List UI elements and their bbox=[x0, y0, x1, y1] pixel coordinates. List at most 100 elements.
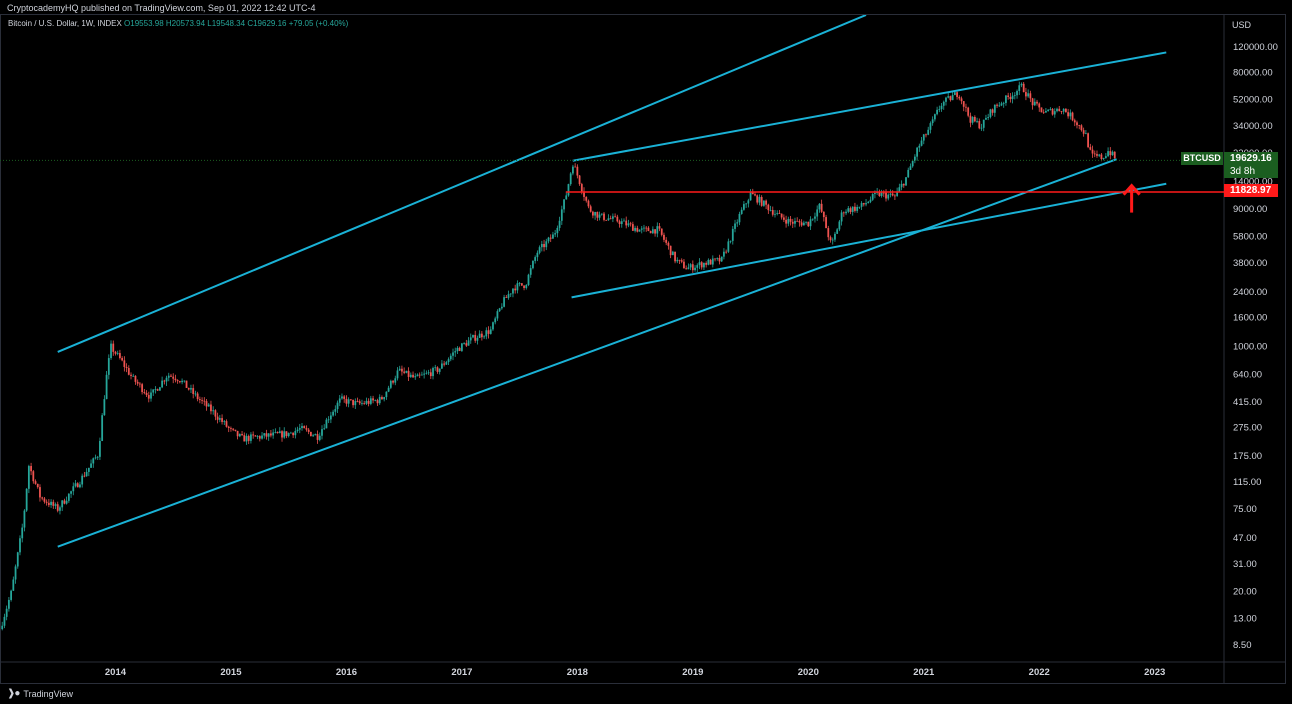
candle-body bbox=[487, 330, 490, 334]
candle-body bbox=[1020, 83, 1023, 86]
candle-body bbox=[447, 359, 450, 363]
candle-body bbox=[636, 227, 639, 232]
footer-brand[interactable]: ❱● TradingView bbox=[7, 688, 73, 699]
legend-close: C19629.16 bbox=[247, 19, 287, 28]
candle-body bbox=[678, 259, 681, 261]
y-tick-label: 20.00 bbox=[1233, 587, 1257, 598]
candle-body bbox=[305, 428, 308, 430]
candle-body bbox=[272, 432, 275, 436]
candle-body bbox=[25, 488, 28, 511]
candle-body bbox=[185, 380, 188, 388]
trendline bbox=[571, 182, 1167, 299]
candle-body bbox=[598, 214, 601, 218]
candle-body bbox=[227, 426, 230, 428]
candle-body bbox=[765, 200, 768, 205]
legend-symbol[interactable]: Bitcoin / U.S. Dollar, 1W, INDEX bbox=[8, 19, 122, 28]
candle-body bbox=[623, 220, 625, 222]
x-tick-label: 2023 bbox=[1144, 667, 1165, 678]
candle-body bbox=[532, 260, 534, 269]
candle-body bbox=[405, 370, 408, 373]
candle-body bbox=[616, 216, 619, 222]
candle-body bbox=[563, 199, 565, 210]
candle-body bbox=[669, 245, 672, 256]
candle-body bbox=[114, 351, 117, 354]
candle-body bbox=[740, 209, 743, 214]
candle-body bbox=[238, 434, 241, 437]
candle-body bbox=[418, 374, 421, 376]
candle-body bbox=[121, 357, 124, 361]
candle-body bbox=[301, 426, 303, 429]
candle-body bbox=[1082, 130, 1085, 134]
candle-body bbox=[940, 105, 943, 110]
candle-body bbox=[820, 203, 823, 212]
candle-body bbox=[691, 264, 694, 271]
candle-body bbox=[334, 409, 337, 412]
candle-body bbox=[223, 421, 226, 422]
candle-body bbox=[751, 192, 754, 195]
candle-body bbox=[345, 398, 348, 404]
candle-body bbox=[663, 234, 665, 240]
candle-body bbox=[931, 119, 934, 124]
candle-body bbox=[1036, 101, 1038, 104]
candle-body bbox=[529, 268, 532, 275]
candle-body bbox=[312, 435, 315, 437]
candle-body bbox=[680, 260, 683, 262]
candle-body bbox=[316, 434, 319, 440]
candle-body bbox=[198, 399, 201, 400]
last-price-badge: 19629.16 bbox=[1224, 152, 1278, 165]
y-tick-label: 115.00 bbox=[1233, 477, 1261, 488]
candle-body bbox=[427, 372, 430, 374]
candle-body bbox=[314, 434, 317, 436]
candle-body bbox=[776, 213, 779, 214]
candle-body bbox=[265, 433, 268, 437]
legend-change: +79.05 (+0.40%) bbox=[288, 19, 349, 28]
candle-body bbox=[363, 403, 366, 404]
candle-body bbox=[1042, 112, 1045, 114]
candle-body bbox=[92, 458, 95, 464]
x-tick-label: 2017 bbox=[451, 667, 472, 678]
candle-body bbox=[807, 221, 810, 227]
candle-body bbox=[629, 223, 632, 225]
candle-body bbox=[878, 191, 881, 196]
y-tick-label: 120000.00 bbox=[1233, 42, 1278, 53]
candle-body bbox=[354, 401, 357, 406]
candle-body bbox=[123, 360, 126, 367]
candle-body bbox=[809, 219, 812, 227]
candle-body bbox=[381, 397, 383, 400]
candle-body bbox=[181, 380, 183, 383]
candle-body bbox=[90, 463, 92, 468]
candle-body bbox=[372, 398, 374, 401]
candle-body bbox=[560, 209, 563, 221]
candle-body bbox=[443, 363, 446, 365]
candle-body bbox=[862, 203, 865, 205]
candle-body bbox=[849, 208, 852, 212]
candle-body bbox=[816, 209, 819, 217]
plot-area bbox=[0, 15, 1224, 631]
candle-body bbox=[309, 431, 312, 437]
candle-body bbox=[956, 92, 958, 97]
candle-body bbox=[543, 244, 545, 248]
candle-body bbox=[971, 116, 974, 123]
candle-body bbox=[1109, 151, 1112, 156]
candle-body bbox=[361, 403, 363, 404]
candle-body bbox=[625, 220, 628, 226]
candle-body bbox=[645, 227, 648, 229]
candle-body bbox=[747, 200, 750, 204]
candle-body bbox=[731, 228, 734, 241]
candle-body bbox=[589, 206, 592, 212]
candle-body bbox=[965, 106, 967, 108]
candle-body bbox=[489, 329, 492, 334]
candle-body bbox=[802, 222, 805, 226]
candle-body bbox=[392, 380, 394, 383]
candle-body bbox=[59, 507, 61, 511]
candle-body bbox=[1087, 133, 1089, 148]
candle-body bbox=[509, 293, 512, 295]
candle-body bbox=[63, 500, 66, 504]
candle-body bbox=[727, 241, 730, 252]
candle-body bbox=[145, 392, 148, 396]
candle-body bbox=[83, 475, 86, 477]
candle-body bbox=[909, 166, 912, 170]
candle-body bbox=[580, 184, 583, 192]
candle-body bbox=[1096, 154, 1098, 156]
